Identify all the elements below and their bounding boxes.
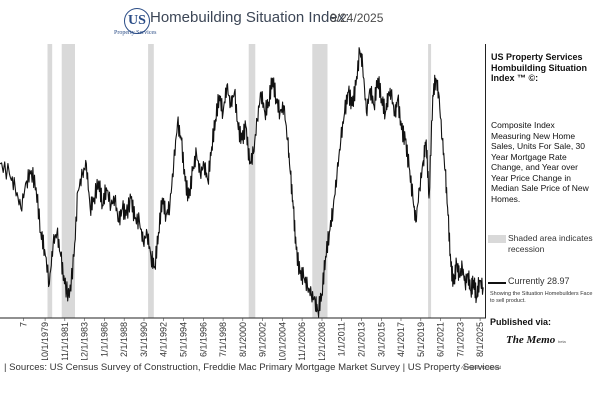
- x-tick-label: 9/1/2002: [258, 322, 268, 357]
- line-chart: 7 10/1/1979 11/1/1981 12/1/1983 1/1/1986 2/1/…: [0, 44, 486, 360]
- x-tick-label: 5/1/1994: [179, 322, 189, 357]
- x-tick-label: 3/1/2015: [376, 322, 386, 357]
- chart-header: US Property Services Homebuilding Situat…: [0, 0, 600, 44]
- x-tick-label: 3/1/1990: [139, 322, 149, 357]
- x-tick-label: 5/1/2019: [416, 322, 426, 357]
- x-tick-label: 1/1/2011: [337, 322, 347, 356]
- chart-title: Homebuilding Situation Index:: [150, 9, 350, 26]
- x-tick-label: 4/1/2017: [396, 322, 406, 357]
- index-series-line: [0, 47, 484, 318]
- recession-band-2: [61, 44, 75, 318]
- x-tick-label: 12/1/2008: [317, 322, 327, 360]
- recession-band-3: [148, 44, 154, 318]
- x-tick-label: 6/1/1996: [198, 322, 208, 357]
- x-tick-label: 10/1/2004: [277, 322, 287, 360]
- recession-legend-swatch: [488, 235, 506, 243]
- index-name: US Property Services Hombuilding Situati…: [491, 52, 587, 83]
- x-tick-label: 7: [19, 322, 29, 327]
- recession-band-5: [312, 44, 328, 318]
- chart-date: 9/24/2025: [330, 11, 384, 25]
- index-description: Composite Index Measuring New Home Sales…: [491, 120, 589, 204]
- x-tick-label: 2/1/1988: [119, 322, 129, 357]
- x-tick-label: 7/1/2023: [455, 322, 465, 357]
- company-logo: US: [124, 8, 150, 34]
- current-value-label: Currently 28.97: [508, 276, 570, 286]
- x-tick-label: 4/1/1992: [159, 322, 169, 357]
- recession-band-1: [47, 44, 53, 318]
- footer: | Sources: US Census Survey of Construct…: [0, 362, 600, 376]
- publisher-logo: The Memo: [506, 334, 556, 346]
- x-tick-label: 11/1/2006: [297, 322, 307, 360]
- company-logo-subtitle: Property Services: [114, 30, 157, 36]
- x-tick-label: 8/1/2000: [238, 322, 248, 357]
- recession-band-4: [248, 44, 256, 318]
- x-tick-label: 8/1/2025: [475, 322, 485, 357]
- sources-text: | Sources: US Census Survey of Construct…: [4, 362, 500, 373]
- rights-text: All Rights Reserved: [461, 365, 502, 370]
- x-tick-label: 6/1/2021: [436, 322, 446, 357]
- x-tick-label: 11/1/1981: [60, 322, 70, 360]
- x-tick-label: 10/1/1979: [40, 322, 50, 360]
- recession-legend-label: Shaded area indicates recession: [508, 233, 593, 254]
- current-value-note: Showing the Situation Homebuilders Face …: [490, 291, 593, 304]
- published-label: Published via:: [490, 317, 552, 327]
- x-tick-label: 1/1/1986: [99, 322, 109, 357]
- publisher-logo-superscript: beta: [558, 339, 566, 344]
- x-tick-label: 2/1/2013: [357, 322, 367, 357]
- x-tick-label: 12/1/1983: [80, 322, 90, 360]
- current-legend-line: [488, 282, 506, 284]
- x-tick-label: 7/1/1998: [218, 322, 228, 357]
